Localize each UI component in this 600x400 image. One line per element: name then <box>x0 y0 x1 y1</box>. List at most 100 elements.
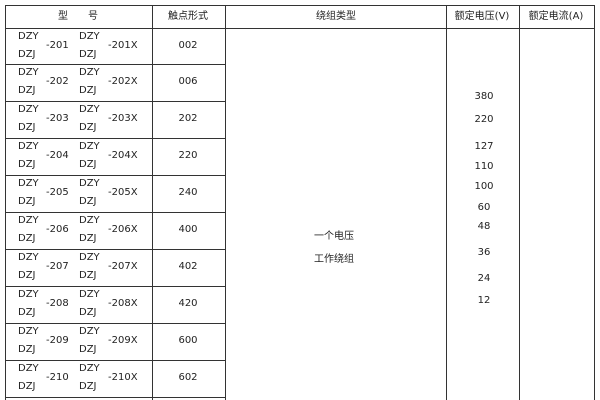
contact-form-value: 600 <box>178 335 198 346</box>
model-number: -203 <box>46 113 69 124</box>
winding-type-line1: 一个电压 <box>314 231 354 242</box>
rated-voltage-value: 127 <box>474 141 494 152</box>
model-prefix-dzy: DZY <box>79 289 100 300</box>
model-prefix-dzy: DZY <box>79 326 100 337</box>
model-prefix-dzj: DZJ <box>18 85 36 96</box>
contact-form-value: 420 <box>178 298 198 309</box>
model-number: -209 <box>46 335 69 346</box>
contact-form-value: 220 <box>178 150 198 161</box>
model-prefix-dzj: DZJ <box>79 159 97 170</box>
rated-voltage-value: 12 <box>477 295 491 306</box>
model-prefix-dzj: DZJ <box>79 122 97 133</box>
header-divider <box>5 28 595 29</box>
model-prefix-dzj: DZJ <box>18 307 36 318</box>
model-prefix-dzy: DZY <box>79 67 100 78</box>
rated-voltage-value: 100 <box>474 181 494 192</box>
model-prefix-dzy: DZY <box>18 104 39 115</box>
contact-form-value: 002 <box>178 40 198 51</box>
model-prefix-dzj: DZJ <box>79 49 97 60</box>
header-rated-voltage: 额定电压(V) <box>454 11 510 22</box>
model-prefix-dzj: DZJ <box>18 196 36 207</box>
model-prefix-dzy: DZY <box>79 363 100 374</box>
model-prefix-dzy: DZY <box>18 215 39 226</box>
model-number-x: -203X <box>108 113 138 124</box>
model-number: -207 <box>46 261 69 272</box>
model-prefix-dzj: DZJ <box>18 49 36 60</box>
model-prefix-dzj: DZJ <box>18 233 36 244</box>
model-number: -204 <box>46 150 69 161</box>
contact-form-value: 240 <box>178 187 198 198</box>
model-number: -201 <box>46 40 69 51</box>
model-number-x: -202X <box>108 76 138 87</box>
row-divider <box>5 249 226 250</box>
header-winding-type: 绕组类型 <box>316 11 356 22</box>
column-divider <box>594 5 595 400</box>
rated-voltage-value: 380 <box>474 91 494 102</box>
contact-form-value: 202 <box>178 113 198 124</box>
row-divider <box>5 323 226 324</box>
model-prefix-dzy: DZY <box>79 104 100 115</box>
model-prefix-dzj: DZJ <box>18 159 36 170</box>
model-number: -210 <box>46 372 69 383</box>
column-divider <box>5 5 6 400</box>
model-prefix-dzy: DZY <box>79 141 100 152</box>
model-number-x: -201X <box>108 40 138 51</box>
model-prefix-dzy: DZY <box>18 141 39 152</box>
model-prefix-dzj: DZJ <box>79 270 97 281</box>
column-divider <box>446 5 447 400</box>
column-divider <box>152 5 153 400</box>
row-divider <box>5 286 226 287</box>
table-top-border <box>5 5 595 6</box>
model-prefix-dzy: DZY <box>79 31 100 42</box>
model-prefix-dzy: DZY <box>18 363 39 374</box>
row-divider <box>5 101 226 102</box>
model-prefix-dzy: DZY <box>18 178 39 189</box>
model-number-x: -208X <box>108 298 138 309</box>
header-rated-current: 额定电流(A) <box>528 11 584 22</box>
winding-type-line2: 工作绕组 <box>314 254 354 265</box>
model-prefix-dzy: DZY <box>79 215 100 226</box>
rated-voltage-value: 36 <box>477 247 491 258</box>
rated-voltage-value: 110 <box>474 161 494 172</box>
model-prefix-dzy: DZY <box>18 252 39 263</box>
row-divider <box>5 212 226 213</box>
row-divider <box>5 138 226 139</box>
model-prefix-dzj: DZJ <box>79 381 97 392</box>
model-number-x: -206X <box>108 224 138 235</box>
model-number: -206 <box>46 224 69 235</box>
model-number-x: -205X <box>108 187 138 198</box>
header-model: 型 号 <box>58 11 98 22</box>
header-contact-form: 触点形式 <box>168 11 208 22</box>
model-prefix-dzj: DZJ <box>79 307 97 318</box>
model-prefix-dzy: DZY <box>79 252 100 263</box>
model-number: -208 <box>46 298 69 309</box>
contact-form-value: 402 <box>178 261 198 272</box>
row-divider <box>5 175 226 176</box>
contact-form-value: 006 <box>178 76 198 87</box>
row-divider <box>5 397 226 398</box>
row-divider <box>5 64 226 65</box>
model-prefix-dzj: DZJ <box>18 270 36 281</box>
contact-form-value: 400 <box>178 224 198 235</box>
row-divider <box>5 360 226 361</box>
column-divider <box>519 5 520 400</box>
model-prefix-dzj: DZJ <box>18 344 36 355</box>
model-prefix-dzy: DZY <box>79 178 100 189</box>
rated-voltage-value: 48 <box>477 221 491 232</box>
model-prefix-dzy: DZY <box>18 31 39 42</box>
model-number-x: -207X <box>108 261 138 272</box>
column-divider <box>225 5 226 400</box>
rated-voltage-value: 220 <box>474 114 494 125</box>
model-prefix-dzj: DZJ <box>18 122 36 133</box>
model-prefix-dzj: DZJ <box>79 85 97 96</box>
model-number-x: -204X <box>108 150 138 161</box>
model-prefix-dzj: DZJ <box>79 196 97 207</box>
model-prefix-dzy: DZY <box>18 67 39 78</box>
rated-voltage-value: 60 <box>477 202 491 213</box>
model-prefix-dzj: DZJ <box>18 381 36 392</box>
model-number: -202 <box>46 76 69 87</box>
model-prefix-dzy: DZY <box>18 289 39 300</box>
model-prefix-dzj: DZJ <box>79 344 97 355</box>
model-number-x: -210X <box>108 372 138 383</box>
model-prefix-dzy: DZY <box>18 326 39 337</box>
